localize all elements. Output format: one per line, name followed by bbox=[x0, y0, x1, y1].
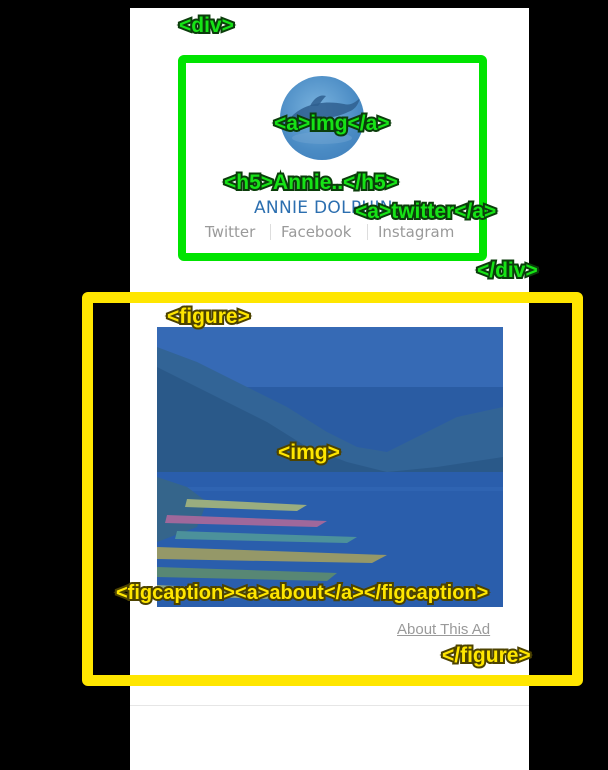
h5-tag: <h5>Annie..</h5> bbox=[222, 170, 400, 195]
div-open-tag: <div> bbox=[177, 13, 236, 38]
divider bbox=[270, 224, 271, 240]
instagram-link[interactable]: Instagram bbox=[378, 223, 455, 241]
dolphin-image bbox=[290, 95, 360, 144]
a-twitter-tag: <a>twitter</a> bbox=[353, 199, 498, 224]
separator-line bbox=[130, 705, 529, 706]
lake-kayaks-image bbox=[157, 327, 503, 607]
a-img-tag: <a>img</a> bbox=[272, 111, 392, 136]
twitter-link[interactable]: Twitter bbox=[205, 223, 256, 241]
figcaption-tag: <figcaption><a>about</a></figcaption> bbox=[114, 581, 490, 605]
figure-highlight-box bbox=[82, 292, 583, 686]
about-this-ad-link[interactable]: About This Ad bbox=[397, 621, 491, 638]
profile-avatar-link[interactable] bbox=[280, 76, 364, 160]
divider bbox=[367, 224, 368, 240]
profile-name: ANNIE DOLPHIN bbox=[254, 198, 393, 218]
img-tag: <img> bbox=[276, 440, 342, 465]
div-highlight-box bbox=[178, 55, 487, 261]
div-close-tag: </div> bbox=[475, 258, 540, 283]
facebook-link[interactable]: Facebook bbox=[281, 223, 352, 241]
figure-open-tag: <figure> bbox=[165, 304, 252, 329]
ad-image[interactable] bbox=[157, 327, 503, 607]
figure-close-tag: </figure> bbox=[440, 643, 533, 668]
